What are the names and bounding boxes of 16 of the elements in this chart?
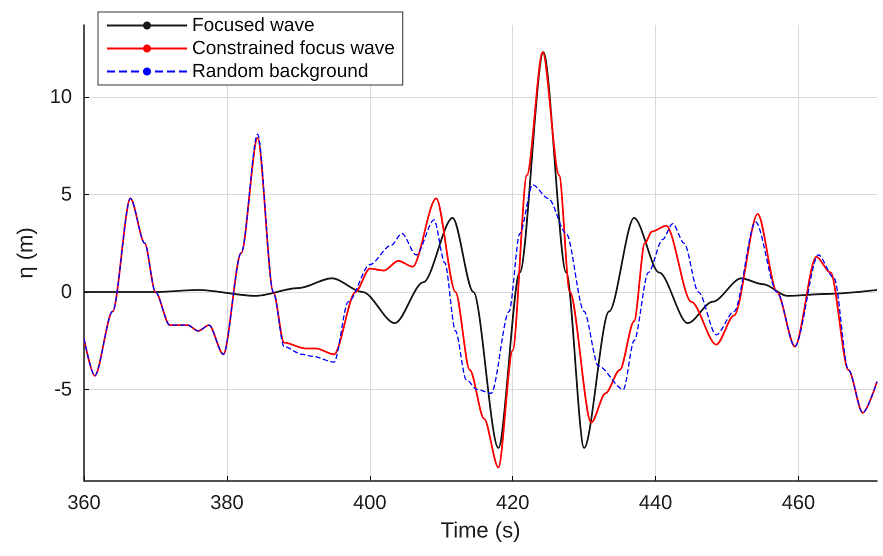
y-axis-title: η (m) — [12, 227, 38, 279]
legend-label: Focused wave — [192, 15, 315, 36]
y-tick-label: 5 — [60, 184, 72, 206]
x-tick-label: 440 — [638, 492, 672, 514]
legend-label: Constrained focus wave — [192, 38, 395, 59]
x-axis-title: Time (s) — [440, 518, 520, 542]
y-tick-label: -5 — [54, 378, 72, 400]
line-series — [83, 133, 878, 414]
x-tick-label: 460 — [782, 492, 816, 514]
y-tick-label: 10 — [50, 86, 72, 108]
x-tick-label: 380 — [210, 492, 244, 514]
x-tick-label: 360 — [67, 492, 101, 514]
x-tick-label: 420 — [496, 492, 530, 514]
legend-label: Random background — [192, 61, 368, 82]
x-tick-label: 400 — [353, 492, 386, 514]
y-tick-label: 0 — [60, 280, 72, 303]
